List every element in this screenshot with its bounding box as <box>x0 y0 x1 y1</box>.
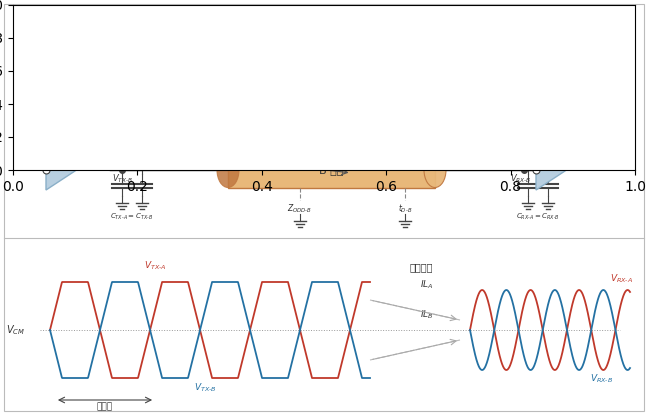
Text: A 线路: A 线路 <box>319 121 343 131</box>
Text: $t_{D\text{-}B}$: $t_{D\text{-}B}$ <box>398 202 412 215</box>
Text: $V_{TX\text{-}B}$: $V_{TX\text{-}B}$ <box>194 381 216 393</box>
Text: 驱动器: 驱动器 <box>61 146 79 156</box>
Text: $C_{RX\text{-}B}$: $C_{RX\text{-}B}$ <box>518 162 537 172</box>
Text: $t_{D\text{-}A}$: $t_{D\text{-}A}$ <box>435 61 453 75</box>
Text: 位时间: 位时间 <box>97 402 113 411</box>
Text: $Z_{ODD\text{-}A}$: $Z_{ODD\text{-}A}$ <box>370 142 395 154</box>
Text: 传播延迟: 传播延迟 <box>435 46 459 56</box>
Ellipse shape <box>424 108 446 144</box>
Text: $Z_{ODD\text{-}B}$: $Z_{ODD\text{-}B}$ <box>288 202 312 215</box>
Text: $Z_{DIFF} = Z_{ODD\text{-}A} + Z_{ODD\text{-}B}$: $Z_{DIFF} = Z_{ODD\text{-}A} + Z_{ODD\te… <box>245 142 330 154</box>
Text: $C_{RX\text{-}A} = C_{RX\text{-}B}$: $C_{RX\text{-}A} = C_{RX\text{-}B}$ <box>516 212 560 222</box>
Text: A: A <box>213 111 220 121</box>
Text: B 线路: B 线路 <box>319 165 343 175</box>
Ellipse shape <box>217 108 239 144</box>
Ellipse shape <box>424 152 446 188</box>
Text: $t_{D\text{-}A} = t_{D\text{-}B}$: $t_{D\text{-}A} = t_{D\text{-}B}$ <box>272 32 318 46</box>
Text: 插入损耗: 插入损耗 <box>410 262 434 272</box>
Text: $IL_A = IL_B$: $IL_A = IL_B$ <box>275 18 315 32</box>
Text: $V_{TX\text{-}B}$: $V_{TX\text{-}B}$ <box>112 172 133 185</box>
Text: $IL_B$: $IL_B$ <box>420 308 434 320</box>
Text: $V_{CM}$: $V_{CM}$ <box>6 323 25 337</box>
Text: $V_{TX\text{-}A}$: $V_{TX\text{-}A}$ <box>112 103 133 116</box>
Text: $C_{TX\text{-}B}$: $C_{TX\text{-}B}$ <box>112 162 130 172</box>
FancyBboxPatch shape <box>228 152 435 188</box>
Text: $C_{TX\text{-}A} = C_{TX\text{-}B}$: $C_{TX\text{-}A} = C_{TX\text{-}B}$ <box>110 212 154 222</box>
Text: $V_{RX\text{-}B}$: $V_{RX\text{-}B}$ <box>590 372 613 385</box>
Text: $V_{RX\text{-}A}$: $V_{RX\text{-}A}$ <box>511 103 532 116</box>
Ellipse shape <box>217 152 239 188</box>
Text: 接收器: 接收器 <box>551 146 569 156</box>
Text: $V_{RX\text{-}A}$: $V_{RX\text{-}A}$ <box>610 273 633 285</box>
Text: $Z_{ODD\text{-}A} = Z_{ODD\text{-}B}$: $Z_{ODD\text{-}A} = Z_{ODD\text{-}B}$ <box>243 46 317 60</box>
Text: $IL_A$: $IL_A$ <box>420 278 434 290</box>
Polygon shape <box>536 106 600 190</box>
Polygon shape <box>46 106 110 190</box>
Text: $V_{TX\text{-}A}$: $V_{TX\text{-}A}$ <box>144 259 167 272</box>
FancyBboxPatch shape <box>228 108 435 144</box>
Text: $C_{TX\text{-}A}$: $C_{TX\text{-}A}$ <box>134 162 152 172</box>
Text: $V_{RX\text{-}B}$: $V_{RX\text{-}B}$ <box>511 172 532 185</box>
Text: B: B <box>213 155 220 165</box>
Text: $C_{RX\text{-}A}$: $C_{RX\text{-}A}$ <box>540 162 558 172</box>
